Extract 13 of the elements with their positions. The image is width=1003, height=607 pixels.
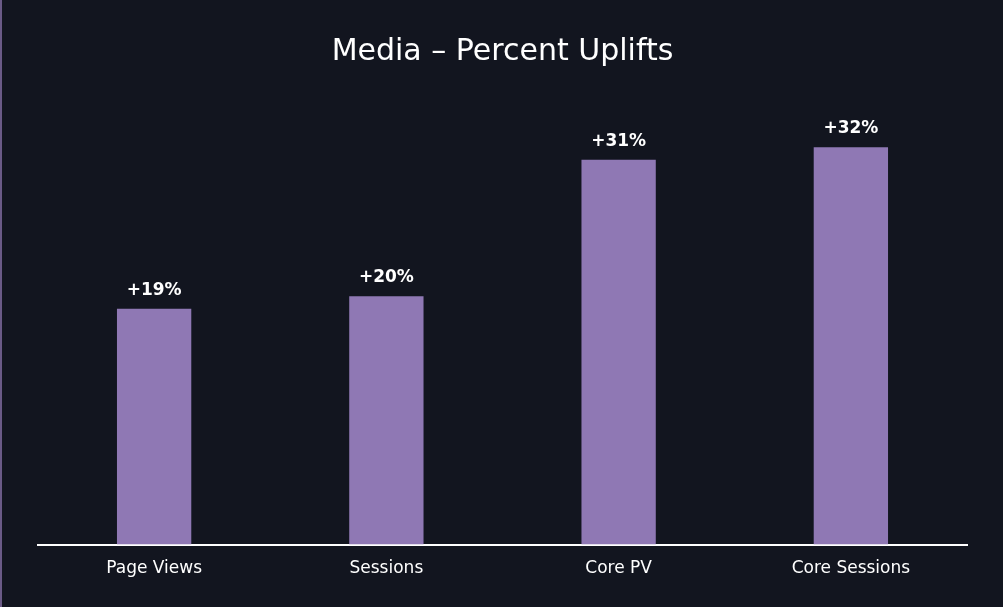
data-label: +31%: [591, 129, 647, 150]
bar: [813, 147, 889, 545]
data-label: +32%: [823, 117, 879, 138]
x-tick-label: Sessions: [349, 557, 424, 578]
data-label: +20%: [358, 266, 414, 287]
x-tick-label: Core Sessions: [791, 557, 911, 578]
x-tick-label: Page Views: [106, 557, 203, 578]
chart-title: Media – Percent Uplifts: [330, 32, 675, 67]
bar: [349, 296, 424, 545]
bar: [581, 159, 656, 545]
x-tick-label: Core PV: [585, 557, 653, 578]
bar: [116, 308, 192, 545]
data-label: +19%: [126, 278, 182, 299]
